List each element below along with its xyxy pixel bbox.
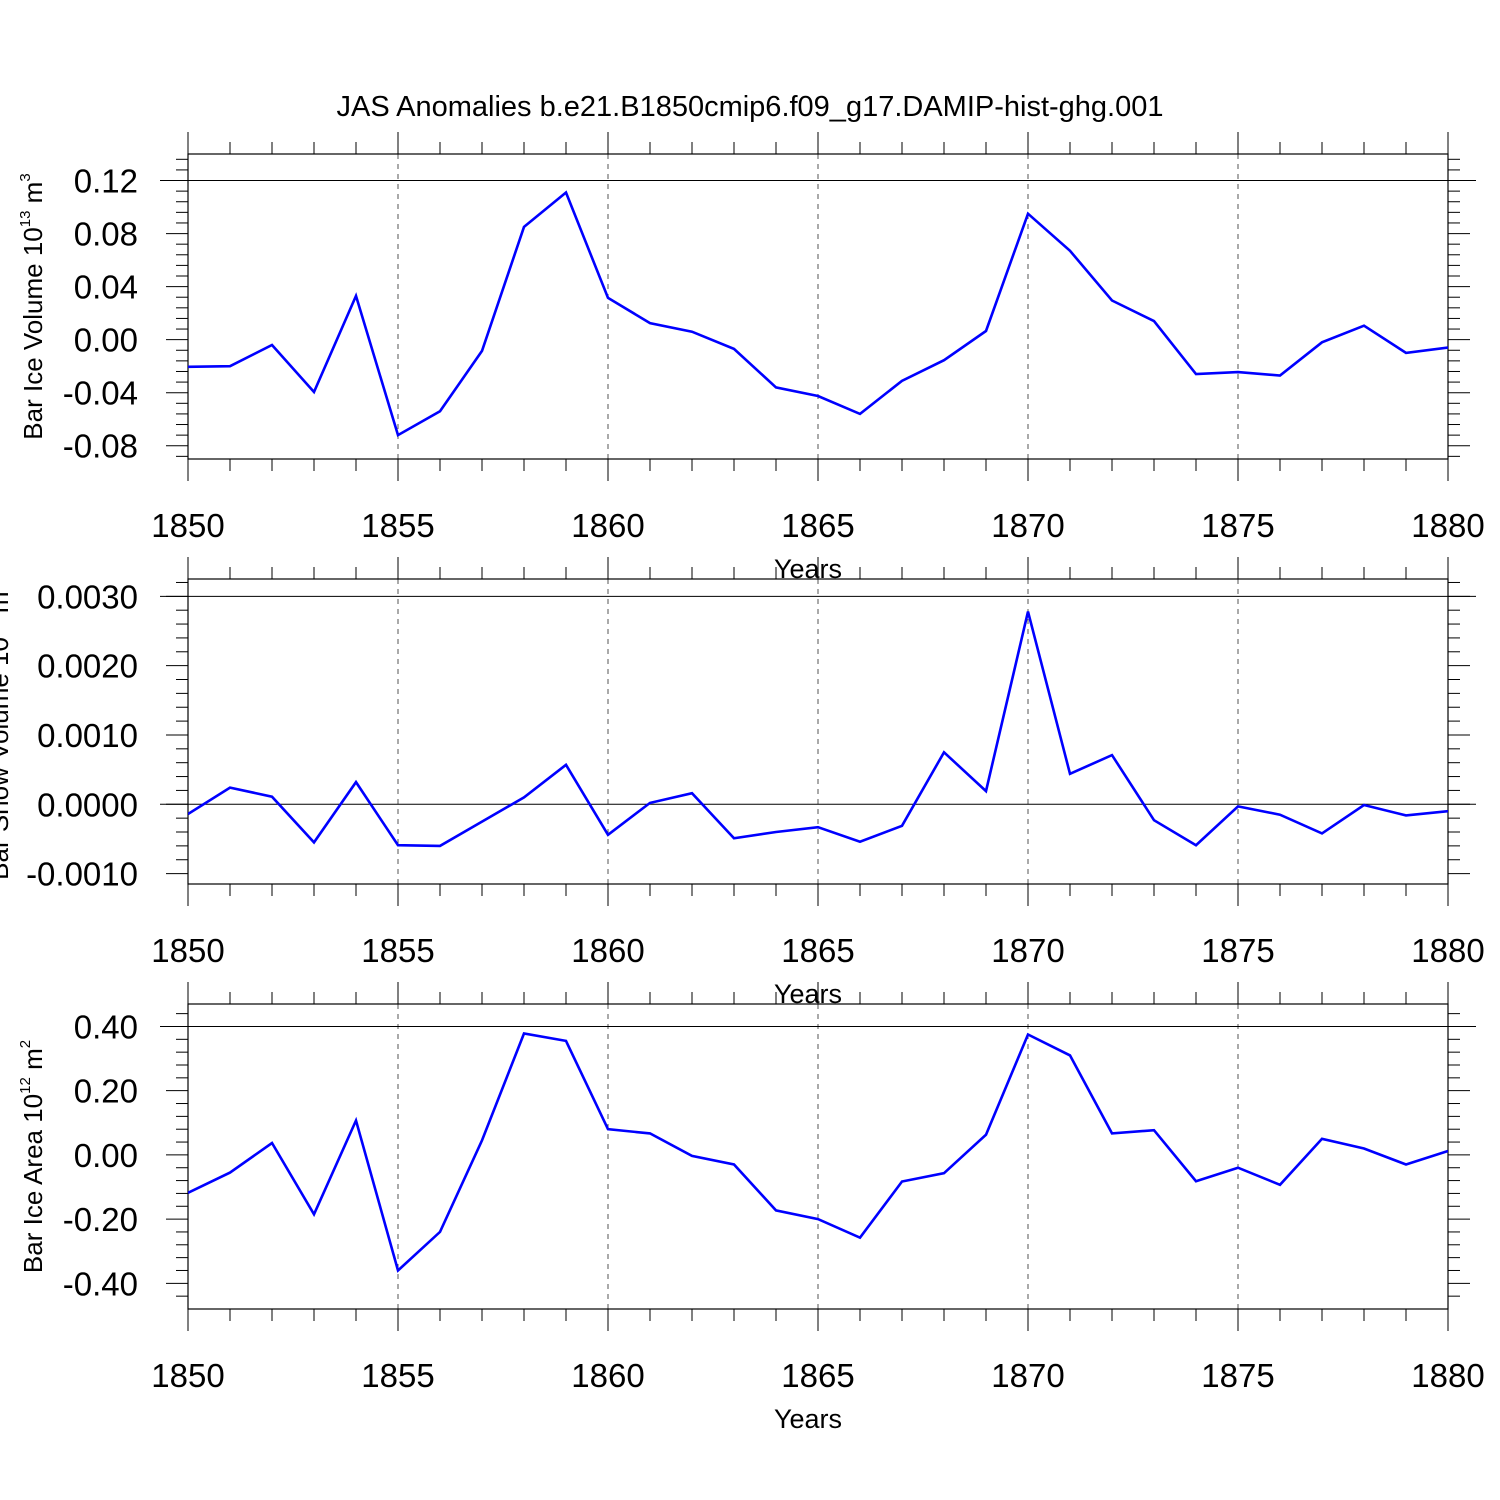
x-tick-label: 1855 [361, 1357, 434, 1394]
x-tick-label: 1875 [1201, 932, 1274, 969]
x-tick-label: 1855 [361, 507, 434, 544]
x-tick-label: 1850 [151, 932, 224, 969]
x-tick-label: 1870 [991, 507, 1064, 544]
y-axis-label-group: Bar Ice Volume 1013 m3 [17, 173, 48, 439]
chart-panel-2: -0.0010 0.0000 0.0010 0.0020 0.0030 1850 1855 1… [0, 557, 1485, 1009]
y-tick-label: 0.0030 [37, 578, 138, 615]
y-tick-label: 0.20 [74, 1073, 138, 1110]
y-tick-label: 0.0020 [37, 648, 138, 685]
y-tick-label: 0.12 [74, 163, 138, 200]
series-line [188, 190, 1448, 438]
y-tick-label: -0.08 [63, 428, 138, 465]
y-tick-label: -0.04 [63, 375, 138, 412]
y-axis-label-text: Bar Ice Volume 10 [18, 227, 48, 439]
y-tick-label: 0.04 [74, 269, 138, 306]
series-line [188, 611, 1448, 848]
y-tick-label: 0.00 [74, 322, 138, 359]
y-tick-label: 0.0000 [37, 786, 138, 823]
y-axis-label-unit: m [0, 591, 14, 620]
y-axis-label-group: Bar Ice Area 1012 m2 [17, 1040, 48, 1273]
y-axis-label: Bar Snow Volume 1013 m3 [0, 583, 14, 880]
y-tick-label: 0.0010 [37, 717, 138, 754]
y-axis-label-exponent: 12 [17, 1077, 34, 1094]
y-axis-label-text: Bar Ice Area 10 [18, 1094, 48, 1273]
x-tick-label: 1865 [781, 507, 854, 544]
y-axis-label-text: Bar Snow Volume 10 [0, 637, 14, 880]
x-tick-label: 1865 [781, 1357, 854, 1394]
y-axis-label-unit: m [18, 182, 48, 211]
y-axis-label-unit-exponent: 3 [17, 173, 34, 181]
x-tick-label: 1875 [1201, 1357, 1274, 1394]
x-tick-label: 1850 [151, 507, 224, 544]
x-tick-label: 1860 [571, 1357, 644, 1394]
x-tick-label: 1865 [781, 932, 854, 969]
x-tick-label: 1880 [1411, 507, 1484, 544]
x-tick-label: 1875 [1201, 507, 1274, 544]
chart-panels: -0.08 -0.04 0.00 0.04 0.08 0.12 1850 1855 1860 18… [0, 132, 1485, 1434]
y-axis-label: Bar Ice Volume 1013 m3 [17, 173, 48, 439]
x-axis-label: Years [774, 1404, 842, 1434]
series-line [188, 1032, 1448, 1273]
chart-panel-1: -0.08 -0.04 0.00 0.04 0.08 0.12 1850 1855 1860 18… [17, 132, 1485, 584]
y-tick-label: 0.40 [74, 1008, 138, 1045]
y-tick-label: 0.00 [74, 1137, 138, 1174]
chart-panel-3: -0.40 -0.20 0.00 0.20 0.40 1850 1855 1860 1865 18… [17, 982, 1485, 1434]
x-tick-label: 1870 [991, 1357, 1064, 1394]
x-tick-label: 1880 [1411, 1357, 1484, 1394]
x-tick-label: 1880 [1411, 932, 1484, 969]
y-tick-label: -0.0010 [26, 856, 138, 893]
y-axis-label-unit: m [18, 1048, 48, 1077]
y-tick-label: 0.08 [74, 216, 138, 253]
x-tick-label: 1860 [571, 932, 644, 969]
x-tick-label: 1850 [151, 1357, 224, 1394]
y-tick-label: -0.40 [63, 1265, 138, 1302]
figure-title: JAS Anomalies b.e21.B1850cmip6.f09_g17.D… [337, 91, 1164, 123]
x-tick-label: 1855 [361, 932, 434, 969]
x-tick-label: 1860 [571, 507, 644, 544]
y-axis-label-exponent: 13 [17, 211, 34, 228]
y-axis-label: Bar Ice Area 1012 m2 [17, 1040, 48, 1273]
y-axis-label-unit-exponent: 2 [17, 1040, 34, 1048]
y-tick-label: -0.20 [63, 1201, 138, 1238]
x-tick-label: 1870 [991, 932, 1064, 969]
y-axis-label-group: Bar Snow Volume 1013 m3 [0, 583, 14, 880]
